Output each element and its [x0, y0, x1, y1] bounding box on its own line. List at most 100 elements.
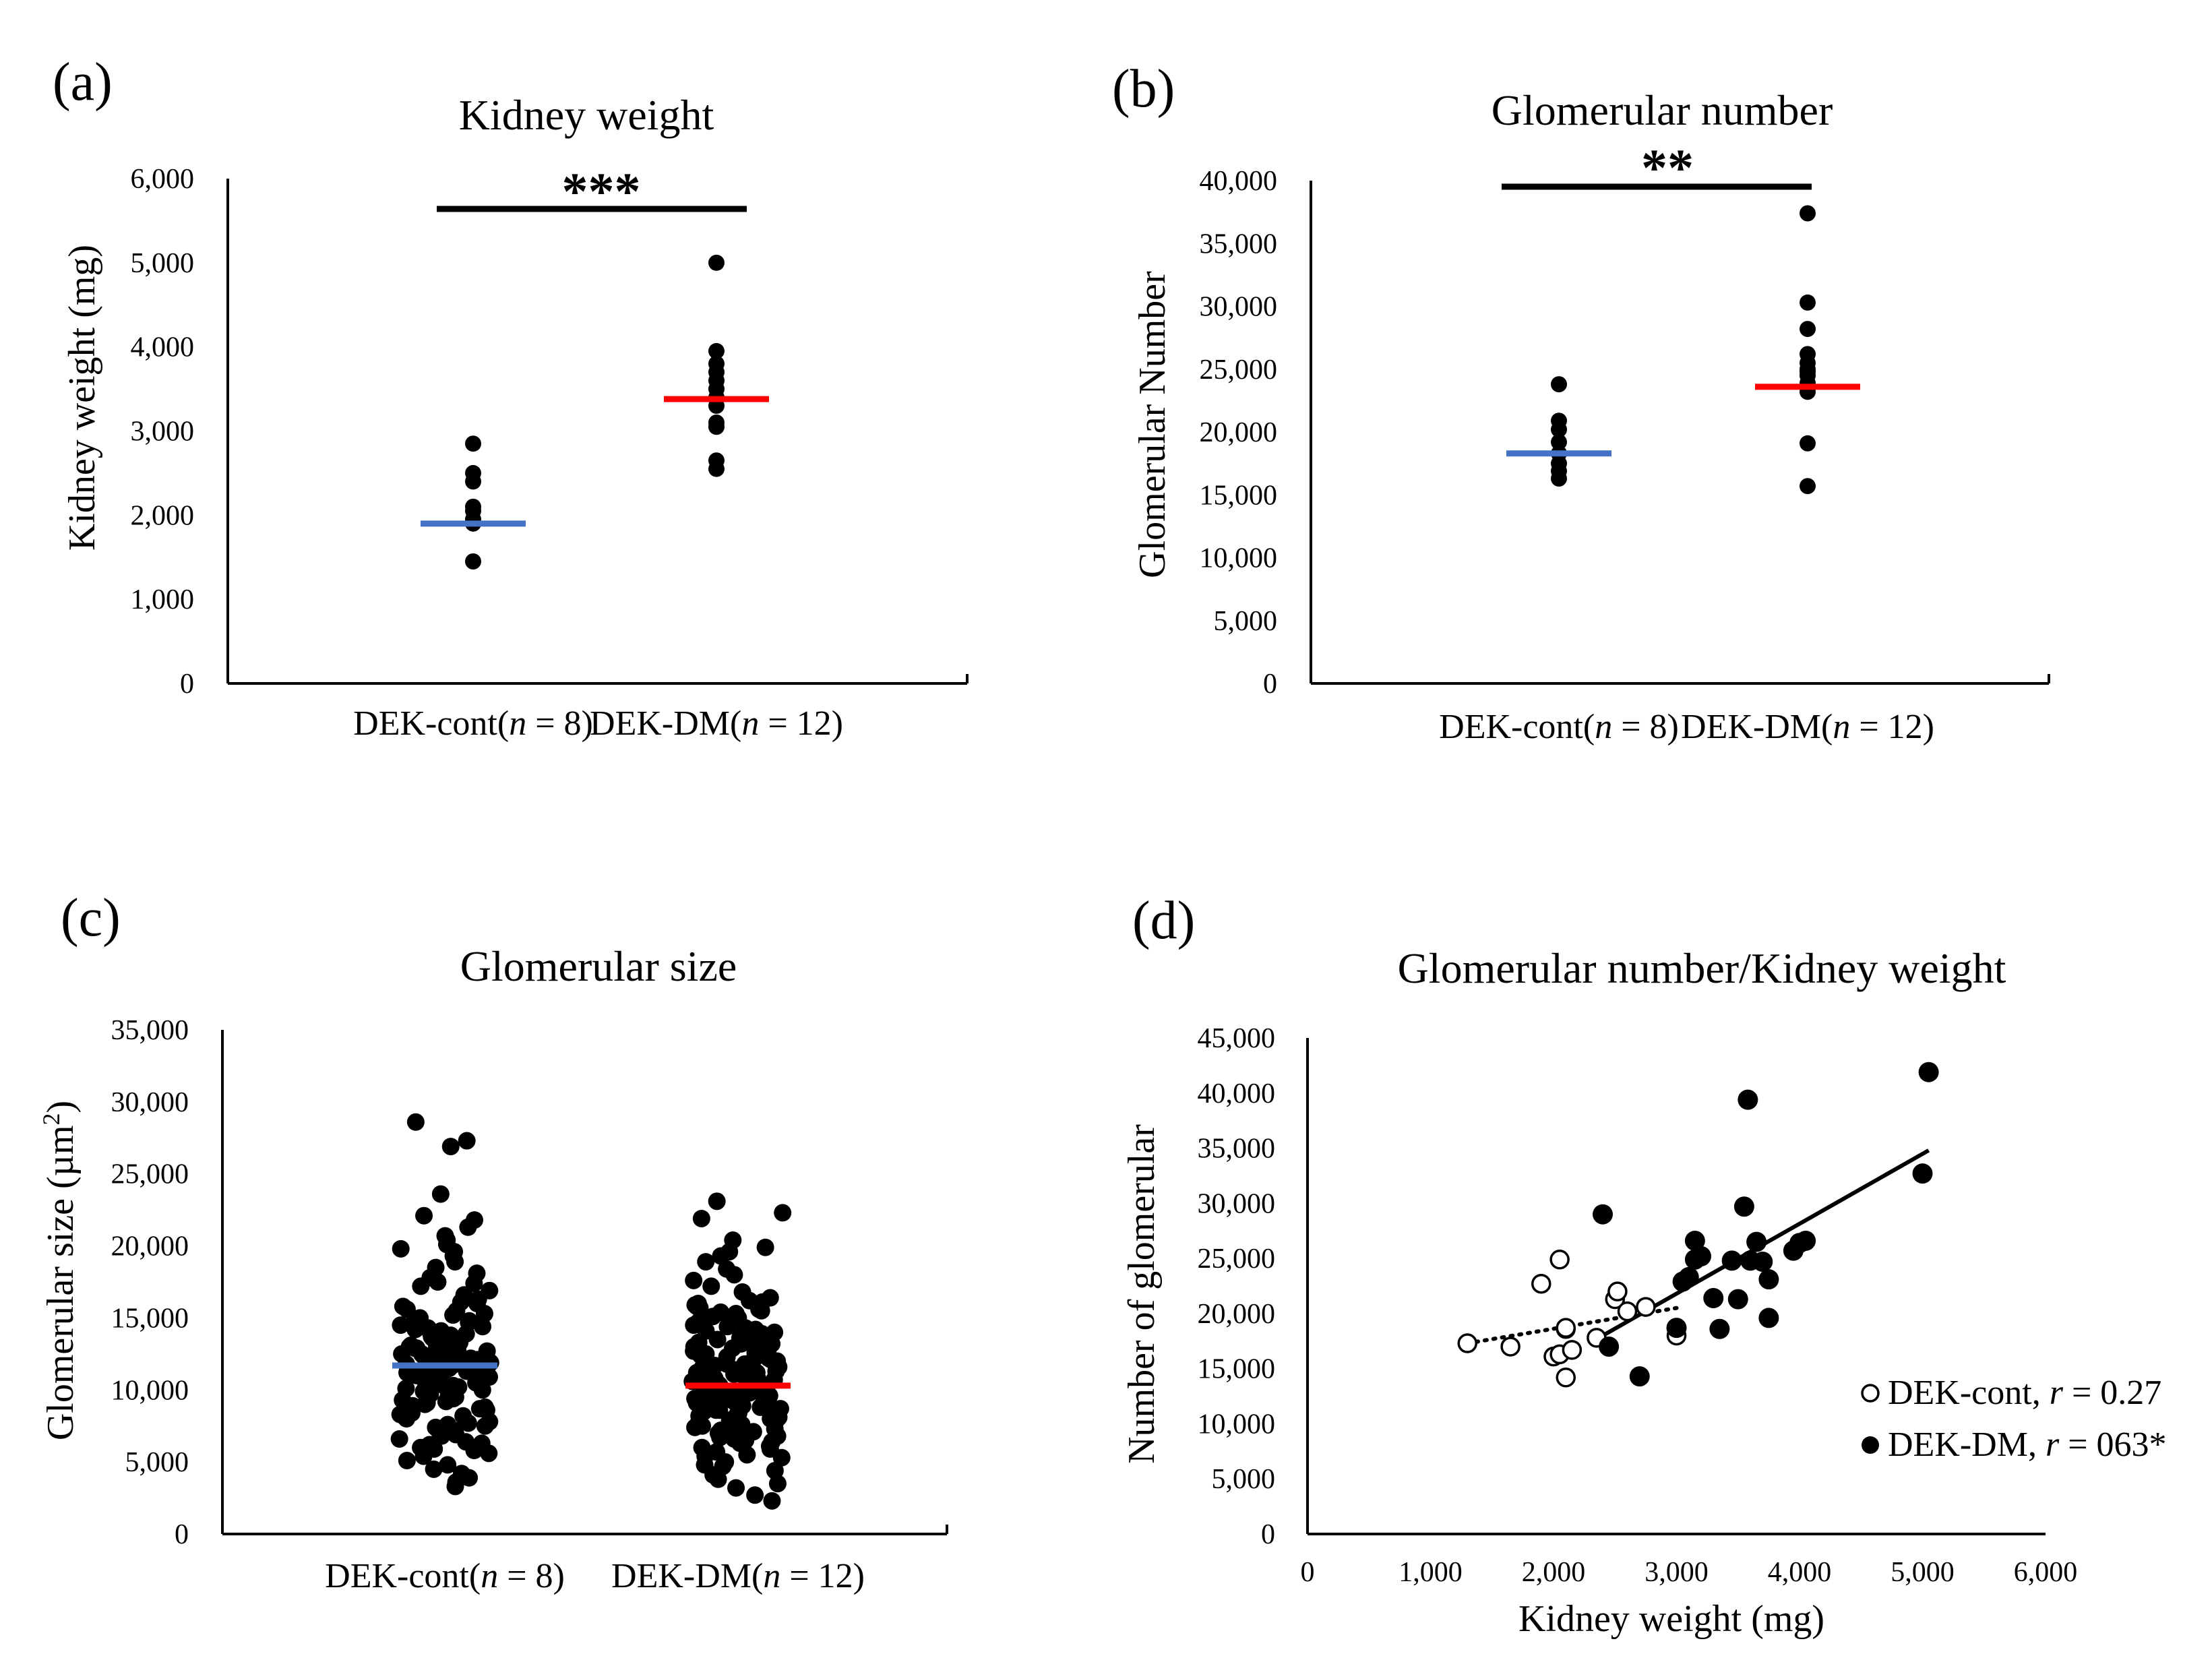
y-tick-label: 5,000: [125, 1447, 189, 1478]
data-point: [763, 1335, 781, 1353]
data-point: [1800, 294, 1816, 311]
data-point: [391, 1405, 409, 1423]
y-tick-label: 40,000: [1198, 1078, 1276, 1109]
data-point: [708, 452, 725, 469]
data-point-open: [1617, 1301, 1638, 1322]
chart-title-b: Glomerular number: [1492, 86, 1833, 134]
data-points-c: [390, 1113, 792, 1510]
x-tick-label: 1,000: [1399, 1557, 1463, 1588]
data-point-filled: [1758, 1269, 1779, 1290]
data-point: [708, 1330, 727, 1349]
category-label: DEK-cont(n = 8): [1439, 708, 1679, 746]
data-point: [447, 1425, 465, 1444]
data-point: [465, 435, 481, 452]
data-point: [696, 1456, 714, 1474]
data-point-open: [1556, 1368, 1576, 1388]
data-point: [465, 553, 481, 570]
data-point-open: [1636, 1297, 1656, 1317]
significance-stars-b: **: [1641, 138, 1694, 197]
data-point: [1551, 376, 1567, 393]
data-point: [698, 1395, 716, 1413]
category-labels-b: DEK-cont(n = 8) DEK-DM(n = 12): [1439, 708, 1934, 746]
y-tick-label: 20,000: [111, 1231, 189, 1262]
axes-c: [221, 1030, 948, 1535]
data-point-filled: [1593, 1204, 1613, 1225]
axes-b: [1310, 181, 2050, 685]
y-tick-label: 0: [175, 1519, 189, 1550]
data-point: [733, 1326, 751, 1345]
y-tick-label: 35,000: [1198, 1134, 1276, 1165]
data-point: [418, 1394, 436, 1412]
data-point-filled: [1795, 1230, 1816, 1251]
data-point: [444, 1376, 462, 1394]
panel-c-glomerular-size: (c) Glomerular size 0 5,000 10,000 15,000 20…: [38, 888, 948, 1595]
data-point: [763, 1492, 781, 1510]
data-point: [427, 1338, 446, 1356]
data-point-open: [1531, 1273, 1552, 1294]
legend-marker-filled: [1862, 1436, 1879, 1454]
axes-d: [1306, 1038, 2046, 1535]
mean-lines-c: [392, 1362, 791, 1389]
panel-label-a: (a): [53, 53, 113, 112]
data-point-filled: [1738, 1089, 1758, 1110]
data-point-open: [1457, 1333, 1477, 1353]
y-tick-label: 20,000: [1200, 417, 1278, 448]
data-point: [1800, 346, 1816, 363]
data-point-filled: [1629, 1366, 1650, 1387]
data-point-filled: [1727, 1289, 1748, 1310]
y-tick-label: 25,000: [1200, 355, 1278, 386]
data-point: [406, 1320, 425, 1339]
data-point: [686, 1418, 704, 1436]
data-point: [689, 1295, 707, 1313]
data-point: [458, 1132, 476, 1150]
y-tick-label: 0: [1261, 1519, 1275, 1550]
x-tick-label: 4,000: [1768, 1557, 1832, 1588]
data-point: [695, 1312, 713, 1330]
data-point: [474, 1318, 492, 1336]
category-label: DEK-DM(n = 12): [1681, 708, 1934, 746]
data-point: [708, 342, 725, 359]
data-point: [408, 1339, 426, 1357]
data-point: [768, 1427, 787, 1445]
y-tick-label: 1,000: [131, 584, 195, 615]
data-point: [446, 1243, 464, 1261]
y-tick-label: 10,000: [1198, 1409, 1276, 1440]
x-tick-label: 5,000: [1891, 1557, 1955, 1588]
data-point: [774, 1204, 792, 1222]
data-point: [416, 1372, 434, 1390]
y-tick-label: 5,000: [1214, 606, 1278, 637]
y-tick-labels-c: 0 5,000 10,000 15,000 20,000 25,000 30,000 35,0…: [111, 1015, 189, 1550]
data-points-d: [1457, 1062, 1939, 1388]
x-tick-label: 6,000: [2014, 1557, 2078, 1588]
y-tick-label: 20,000: [1198, 1299, 1276, 1330]
data-point: [475, 1305, 493, 1323]
data-point: [465, 498, 481, 515]
y-tick-label: 35,000: [111, 1015, 189, 1046]
panel-b-glomerular-number: (b) Glomerular number 0 5,000 10,000 15,000…: [1112, 59, 2050, 746]
data-point: [444, 1306, 462, 1324]
data-point: [425, 1440, 443, 1458]
data-point: [1551, 433, 1567, 450]
y-tick-label: 40,000: [1200, 166, 1278, 197]
data-point: [1800, 478, 1816, 495]
legend-d: DEK-cont, r = 0.27 DEK-DM, r = 063*: [1861, 1374, 2167, 1464]
data-point: [768, 1475, 787, 1493]
data-point: [718, 1355, 736, 1373]
data-point: [446, 1477, 464, 1496]
legend-marker-open: [1861, 1384, 1880, 1403]
data-point: [725, 1266, 743, 1284]
data-point: [712, 1303, 730, 1321]
panel-d-number-vs-weight: (d) Glomerular number/Kidney weight 0 5,0…: [1121, 891, 2167, 1640]
y-tick-label: 30,000: [1198, 1188, 1276, 1219]
data-point: [762, 1410, 780, 1428]
data-point: [470, 1400, 489, 1418]
data-point-filled: [1758, 1308, 1779, 1328]
data-point: [398, 1452, 416, 1470]
y-tick-label: 10,000: [111, 1375, 189, 1406]
data-point: [727, 1479, 745, 1497]
y-tick-label: 30,000: [1200, 292, 1278, 323]
data-point: [459, 1414, 477, 1432]
panel-label-c: (c): [61, 888, 121, 948]
y-tick-label: 6,000: [131, 164, 195, 195]
x-tick-label: 0: [1301, 1557, 1315, 1588]
